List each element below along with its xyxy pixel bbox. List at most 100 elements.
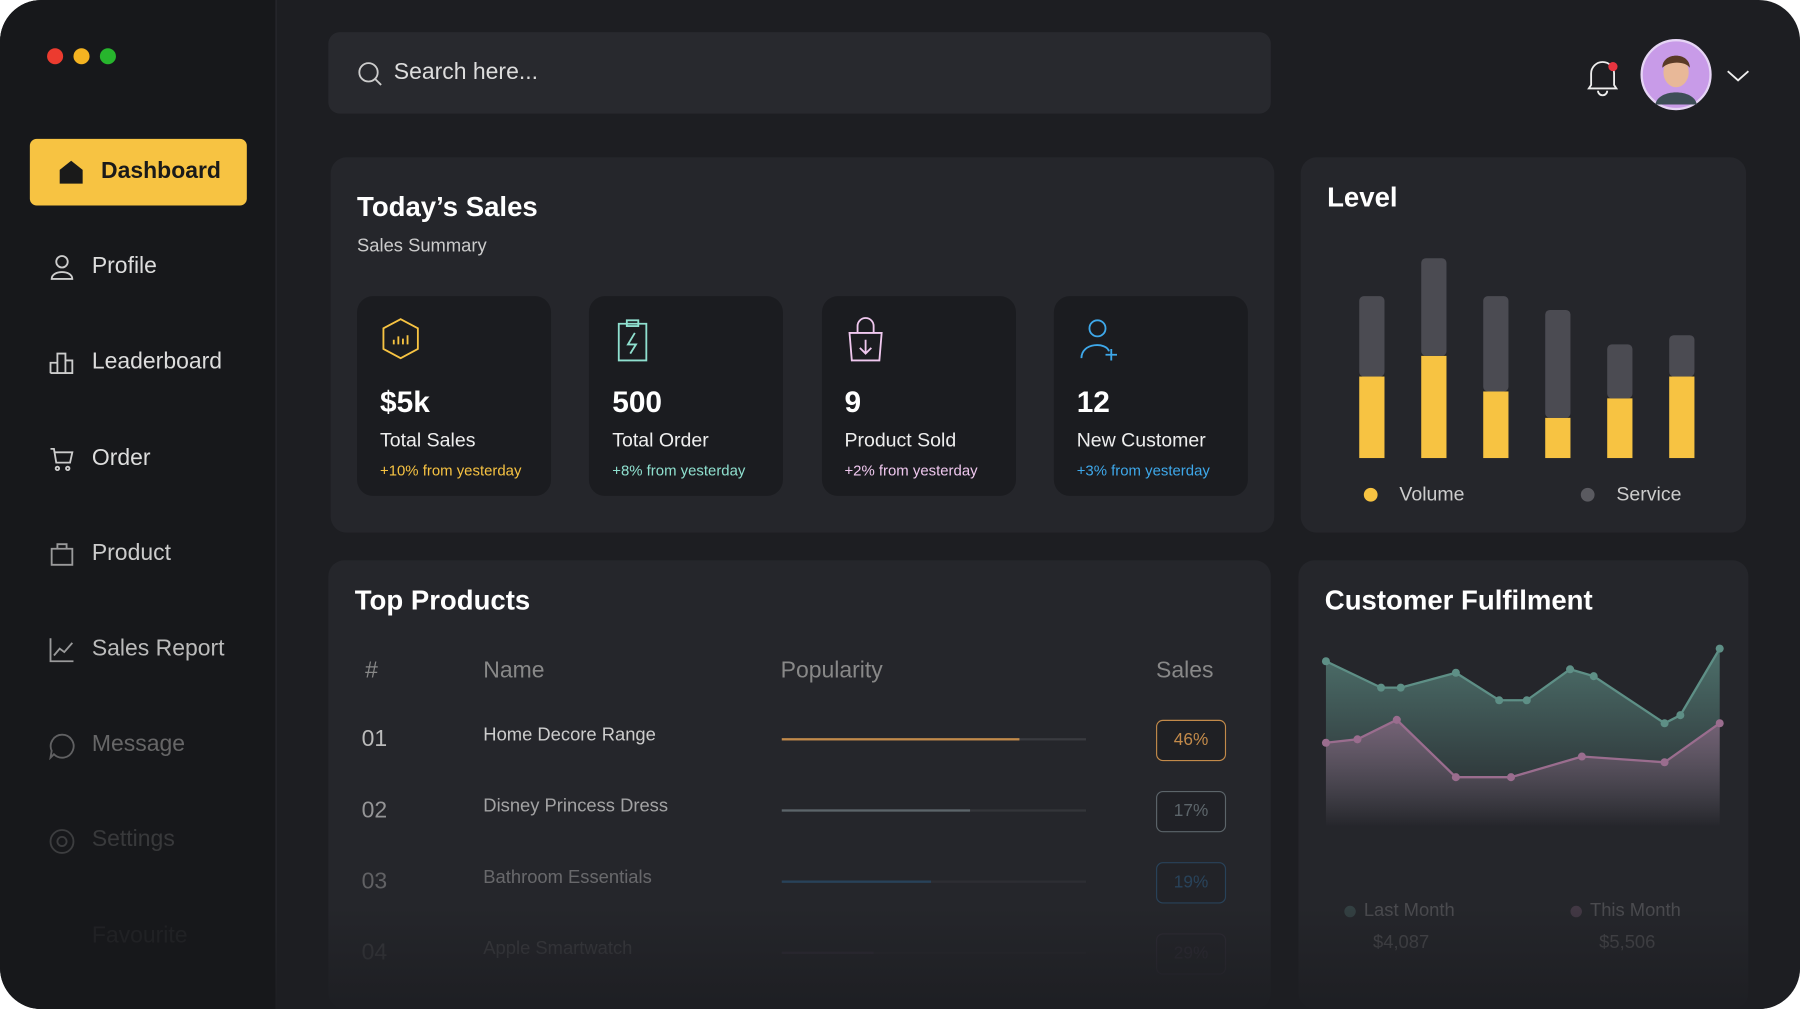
row-name: Disney Princess Dress: [483, 796, 669, 817]
card-change: +3% from yesterday: [1076, 461, 1210, 479]
data-point: [1495, 696, 1504, 705]
data-point: [1451, 773, 1460, 782]
stat-card: [821, 296, 1016, 496]
row-rank: 01: [361, 726, 388, 752]
column-header: Popularity: [780, 657, 883, 684]
nav-item[interactable]: Sales Report: [91, 635, 225, 662]
icon: [59, 160, 83, 184]
bar-segment: [1483, 296, 1509, 392]
icon-shape: [1080, 319, 1117, 361]
popularity-bar: [781, 809, 971, 812]
bar-segment: [1607, 344, 1633, 399]
legend-dot: [1363, 487, 1378, 502]
avatar[interactable]: [1639, 38, 1712, 111]
area-fill: [1325, 719, 1720, 827]
nav-item[interactable]: Product: [91, 540, 171, 566]
card-value: $5k: [379, 384, 430, 420]
data-point: [1353, 735, 1362, 744]
data-point: [1451, 668, 1460, 677]
icon: [49, 829, 75, 854]
data-point: [1392, 715, 1401, 724]
card-change: +2% from yesterday: [844, 461, 978, 479]
search-placeholder[interactable]: Search here...: [393, 59, 538, 85]
bar-segment: [1483, 391, 1509, 459]
card-label: New Customer: [1076, 429, 1206, 452]
icon-shape: [618, 319, 648, 362]
column-header: Name: [483, 657, 545, 684]
bar-segment: [1607, 398, 1633, 459]
nav-item[interactable]: Order: [91, 445, 151, 471]
notification-bell[interactable]: [1584, 57, 1621, 97]
row-rank: 03: [361, 869, 388, 895]
panel-title: Today’s Sales: [357, 191, 538, 223]
stat-card: [1053, 296, 1248, 496]
search-bar[interactable]: [328, 32, 1271, 114]
card-icon: [1080, 319, 1117, 361]
card-icon: [382, 318, 419, 360]
column-header: Sales: [1156, 657, 1214, 684]
nav-item[interactable]: Settings: [91, 826, 175, 852]
data-point: [1660, 758, 1669, 767]
icon: [50, 255, 74, 280]
data-point: [1506, 773, 1516, 782]
row-rank: 02: [361, 797, 388, 824]
card-icon: [618, 319, 648, 362]
bar-segment: [1421, 355, 1447, 459]
fade-overlay: [275, 906, 1800, 1009]
card-label: Total Order: [612, 429, 709, 452]
data-point: [1589, 672, 1598, 681]
data-point: [1321, 657, 1330, 666]
nav-item[interactable]: Favourite: [91, 922, 188, 949]
bar-segment: [1545, 417, 1571, 459]
bar-segment: [1545, 309, 1571, 418]
card-value: 9: [844, 384, 862, 420]
icon: [49, 733, 75, 760]
popularity-track: [781, 880, 1087, 883]
icon: [50, 543, 74, 566]
nav-item[interactable]: Dashboard: [101, 158, 221, 184]
popularity-bar: [781, 880, 931, 883]
panel-title: Level: [1327, 182, 1398, 214]
bar-segment: [1359, 376, 1385, 459]
panel-subtitle: Sales Summary: [357, 236, 487, 257]
bar-segment: [1421, 258, 1447, 356]
data-point: [1321, 738, 1330, 747]
card-value: 500: [612, 384, 663, 420]
window-controls: [47, 48, 116, 65]
column-header: #: [365, 657, 378, 684]
row-name: Bathroom Essentials: [483, 867, 652, 888]
card-icon: [848, 317, 883, 362]
card-label: Product Sold: [844, 429, 957, 452]
legend-label: Volume: [1399, 483, 1465, 506]
icon: [49, 352, 74, 375]
nav-item[interactable]: Profile: [91, 253, 157, 279]
data-point: [1522, 696, 1531, 705]
sales-badge: 17%: [1156, 790, 1227, 833]
data-point: [1676, 711, 1685, 720]
card-change: +8% from yesterday: [612, 461, 746, 479]
nav-item[interactable]: Leaderboard: [91, 348, 223, 375]
data-point: [1377, 683, 1386, 692]
stat-card: [589, 296, 784, 496]
legend-label: Service: [1616, 483, 1682, 506]
sales-badge: 19%: [1156, 862, 1227, 904]
nav-item[interactable]: Message: [91, 731, 186, 757]
area-line: [1325, 718, 1721, 779]
bar-segment: [1359, 296, 1385, 377]
panel-title: Customer Fulfilment: [1324, 585, 1593, 617]
icon-shape: [382, 318, 419, 360]
card-value: 12: [1076, 384, 1110, 420]
icon: [49, 638, 74, 663]
legend-dot: [1580, 487, 1595, 502]
stat-card: [357, 296, 552, 496]
dropdown-arrow[interactable]: [1724, 67, 1752, 85]
card-label: Total Sales: [379, 429, 476, 452]
data-point: [1396, 683, 1405, 692]
icon: [50, 447, 74, 472]
data-point: [1660, 719, 1669, 728]
data-point: [1715, 719, 1724, 728]
data-point: [1577, 752, 1586, 761]
data-point: [1566, 665, 1575, 674]
